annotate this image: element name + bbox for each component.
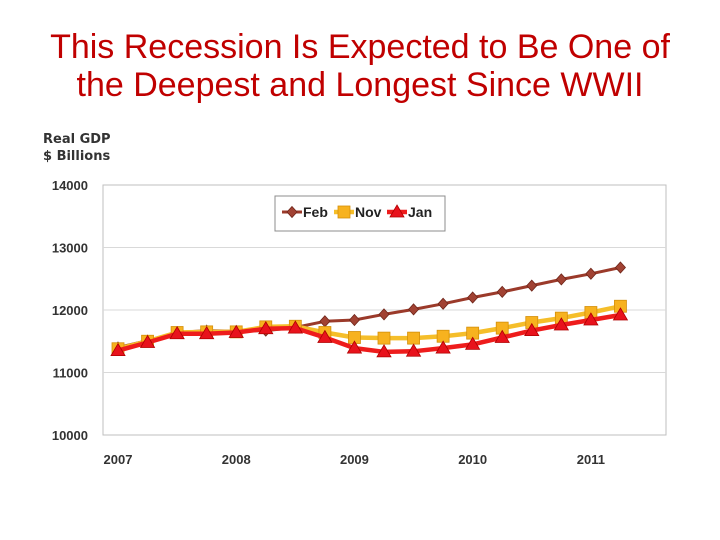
data-point-jan xyxy=(228,324,244,338)
data-point-feb xyxy=(408,303,420,316)
data-point-jan xyxy=(139,334,156,348)
data-point-jan xyxy=(376,344,392,358)
data-point-jan xyxy=(258,320,274,335)
series-jan xyxy=(110,307,629,358)
legend-box xyxy=(274,195,446,232)
legend: Feb Nov Jan xyxy=(274,195,446,232)
legend-entry-nov: Nov xyxy=(334,204,382,220)
data-point-jan xyxy=(435,340,451,354)
series-lines xyxy=(110,261,629,358)
data-point-feb xyxy=(555,273,567,286)
data-point-jan xyxy=(524,322,540,337)
slide-title: This Recession Is Expected to Be One of … xyxy=(0,28,720,104)
y-tick-13000: 13000 xyxy=(52,241,88,256)
y-axis-label: Real GDP $ Billions xyxy=(43,131,111,165)
legend-marker-jan xyxy=(389,204,405,218)
legend-entries: Feb Nov Jan xyxy=(282,204,432,220)
y-tick-12000: 12000 xyxy=(52,303,88,318)
data-point-jan xyxy=(317,329,333,343)
y-axis-label-line-1: Real GDP xyxy=(43,132,111,147)
data-point-feb xyxy=(496,285,508,298)
legend-marker-nov xyxy=(337,205,351,219)
data-point-jan xyxy=(494,329,510,343)
data-point-feb xyxy=(585,267,597,280)
y-tick-10000: 10000 xyxy=(52,428,88,443)
data-point-jan xyxy=(553,317,570,331)
data-point-feb xyxy=(437,297,449,310)
legend-entry-feb: Feb xyxy=(282,204,328,220)
x-tick-labels: 2007 2008 2009 2010 2011 xyxy=(104,452,605,467)
legend-label-nov: Nov xyxy=(355,204,382,220)
title-line-2: the Deepest and Longest Since WWII xyxy=(76,66,644,104)
x-tick-2008: 2008 xyxy=(222,452,251,467)
series-line-jan xyxy=(115,312,623,355)
x-tick-2010: 2010 xyxy=(458,452,487,467)
data-point-feb xyxy=(526,279,538,292)
x-tick-2009: 2009 xyxy=(340,452,369,467)
y-tick-14000: 14000 xyxy=(52,178,88,193)
legend-entry-jan: Jan xyxy=(387,204,432,220)
data-point-jan xyxy=(110,342,126,357)
data-point-jan xyxy=(405,343,422,357)
y-tick-labels: 10000 11000 12000 13000 14000 xyxy=(52,178,88,443)
y-tick-11000: 11000 xyxy=(53,366,88,381)
x-tick-2007: 2007 xyxy=(104,452,133,467)
data-point-feb xyxy=(467,291,479,304)
data-point-jan xyxy=(612,307,629,321)
x-tick-2011: 2011 xyxy=(577,452,605,467)
data-point-jan xyxy=(287,320,304,334)
data-point-jan xyxy=(346,340,363,354)
legend-label-jan: Jan xyxy=(408,204,432,220)
data-point-nov xyxy=(377,331,391,345)
data-point-feb xyxy=(378,308,390,321)
data-point-jan xyxy=(198,325,215,340)
data-point-feb xyxy=(348,313,360,327)
legend-marker-feb xyxy=(286,205,298,219)
y-axis-label-line-2: $ Billions xyxy=(43,149,111,164)
title-line-1: This Recession Is Expected to Be One of xyxy=(50,28,670,66)
data-point-feb xyxy=(614,261,626,274)
data-point-jan xyxy=(169,325,185,340)
data-point-nov xyxy=(407,331,420,345)
data-point-jan xyxy=(464,336,481,350)
data-point-jan xyxy=(583,312,599,326)
legend-label-feb: Feb xyxy=(303,204,328,220)
